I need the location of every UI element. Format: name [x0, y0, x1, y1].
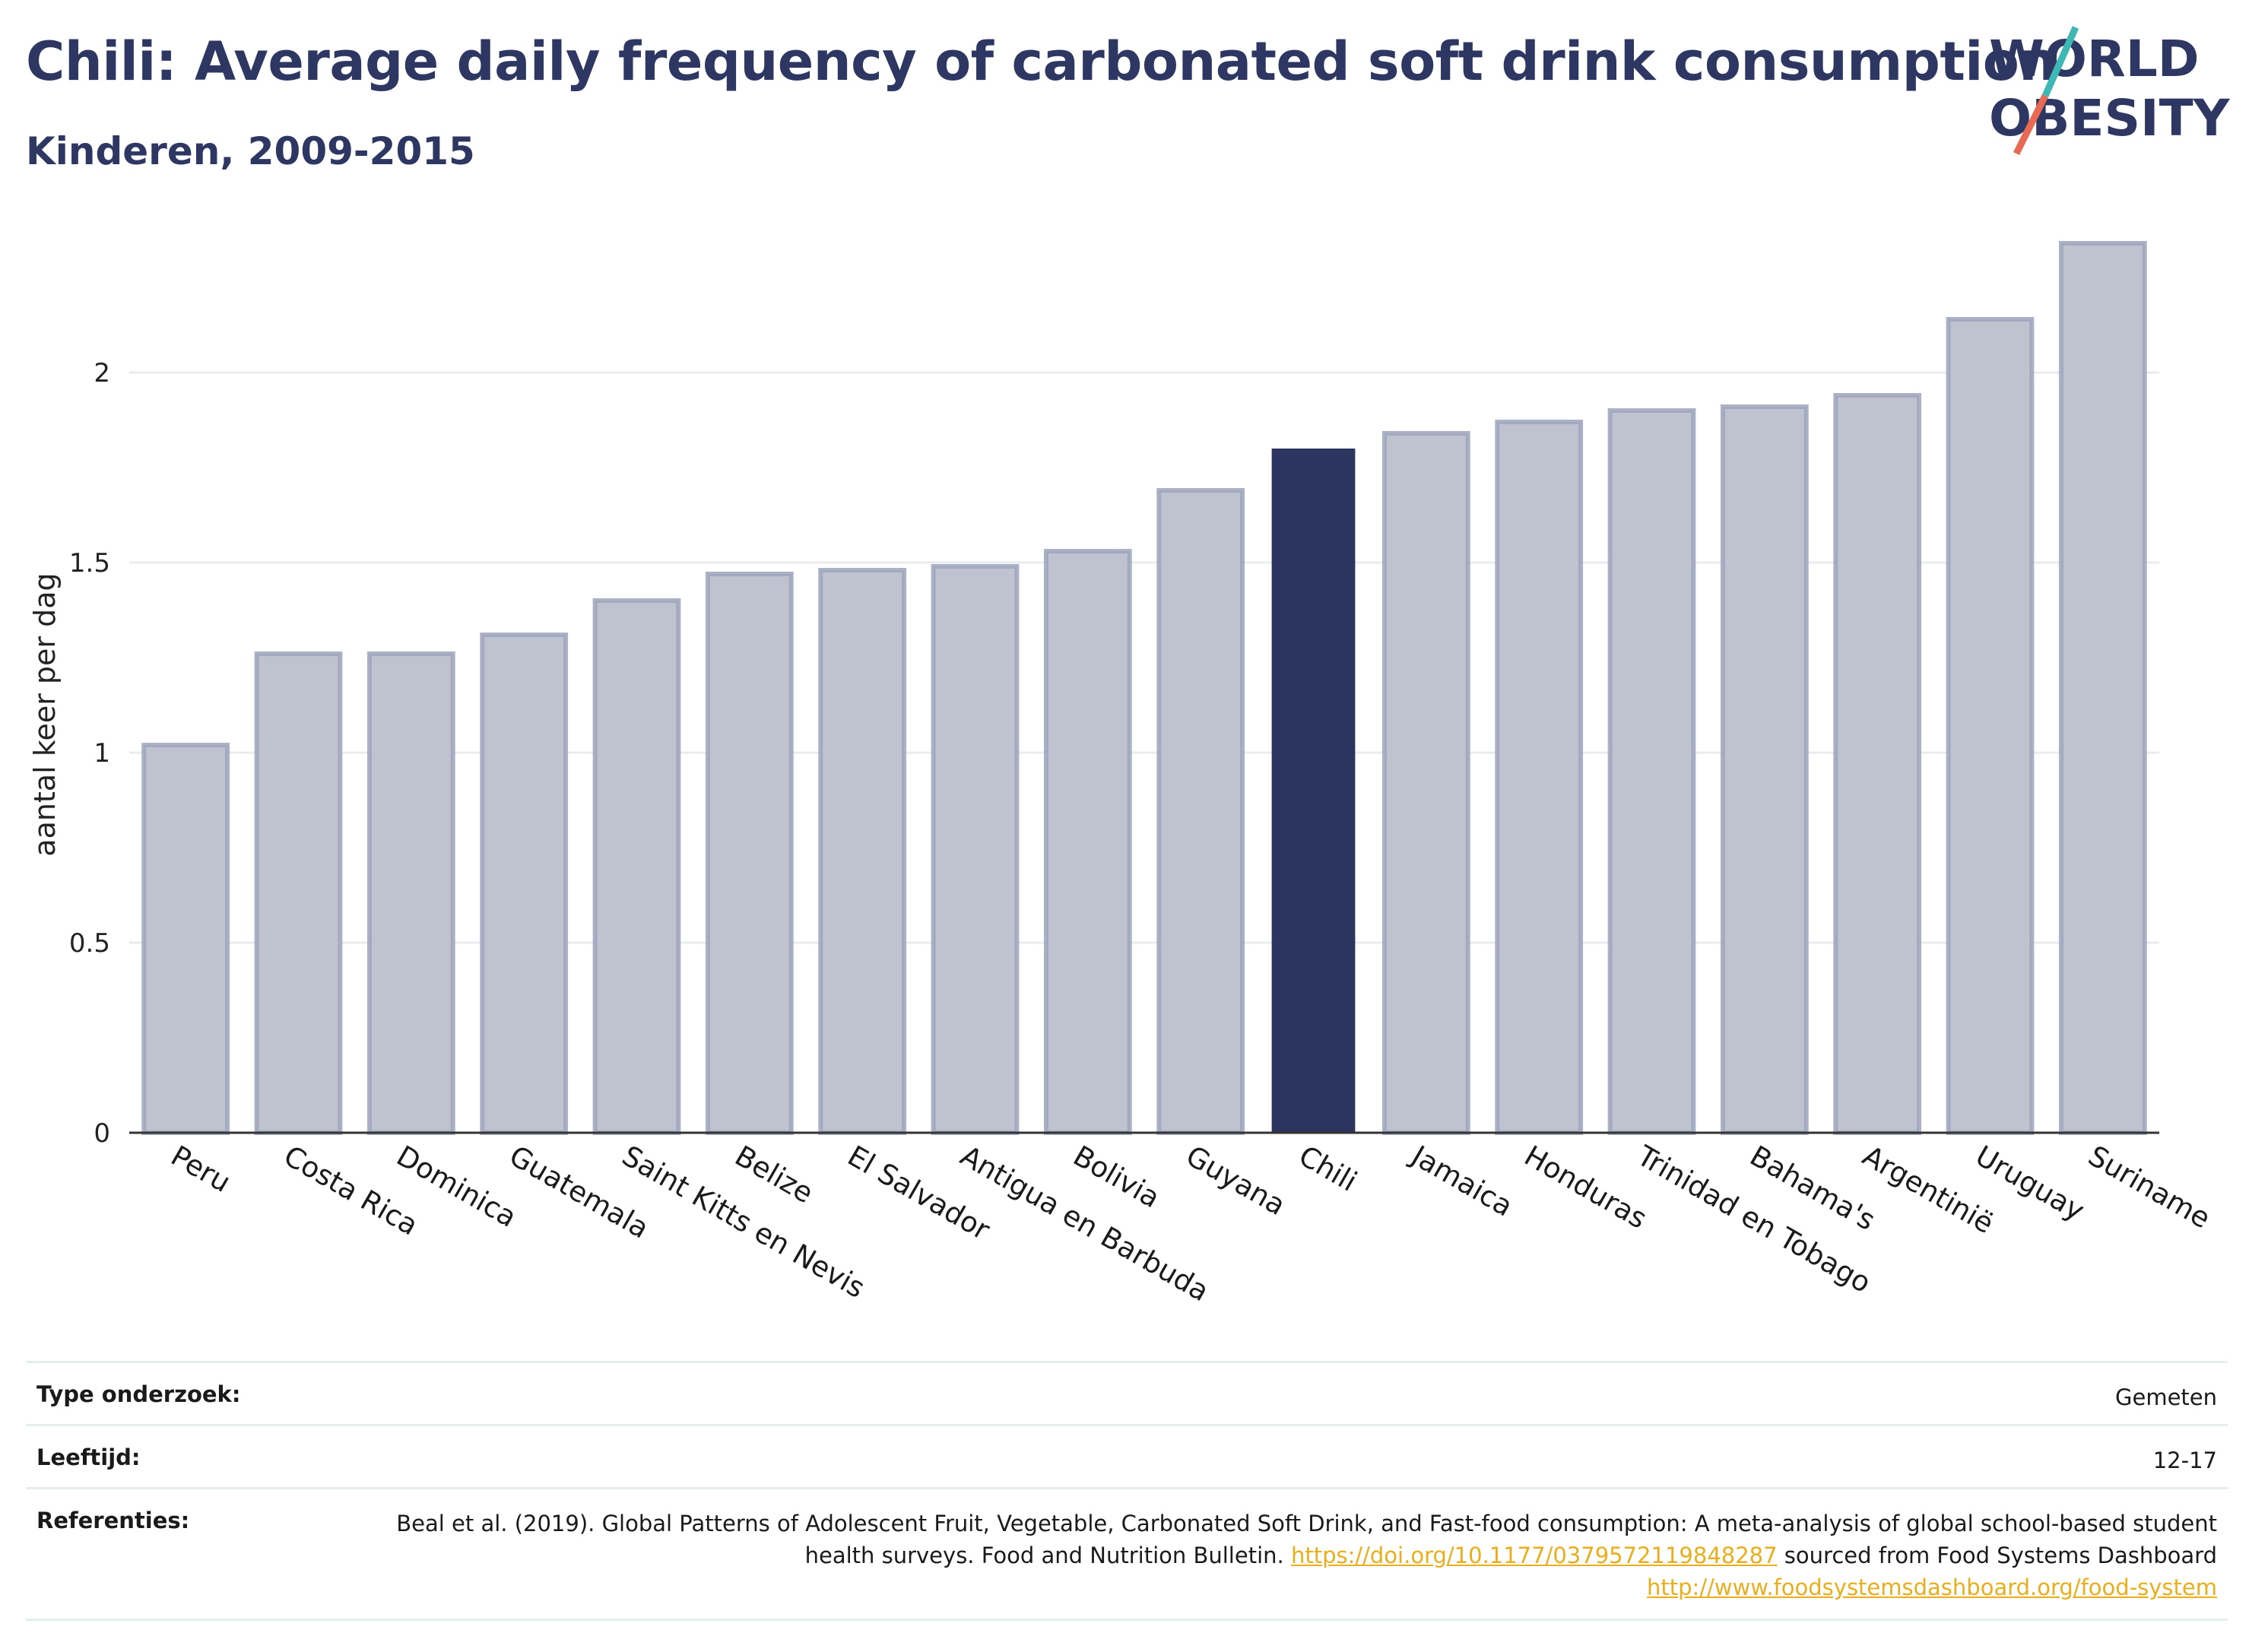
x-tick-label: Chili — [1293, 1140, 1362, 1198]
x-tick-label: Honduras — [1519, 1140, 1653, 1235]
world-obesity-logo: WORLD OBESITY — [1989, 26, 2231, 156]
bar — [1607, 408, 1696, 1135]
x-tick-label: Jamaica — [1405, 1139, 1518, 1223]
meta-type-value: Gemeten — [2115, 1384, 2217, 1410]
y-tick-label: 2 — [94, 358, 110, 388]
y-axis-title: aantal keer per dag — [28, 572, 62, 856]
bar — [254, 652, 343, 1135]
logo-text-obesity: OBESITY — [1989, 89, 2231, 147]
bar — [931, 564, 1020, 1135]
bar — [1720, 404, 1809, 1135]
meta-ref-label: Referenties: — [36, 1508, 190, 1533]
bar — [818, 568, 907, 1135]
bar — [1946, 317, 2035, 1135]
bar — [705, 572, 794, 1135]
meta-row-age: Leeftijd: 12-17 — [26, 1424, 2228, 1487]
x-tick-label: Suriname — [2082, 1140, 2216, 1235]
bar — [592, 598, 681, 1135]
bar-highlight — [1271, 449, 1356, 1133]
ref-text-1: Beal et al. (2019). Global Patterns of A… — [396, 1511, 2217, 1568]
meta-row-references: Referenties: Beal et al. (2019). Global … — [26, 1487, 2228, 1621]
y-tick-label: 1.5 — [69, 548, 110, 579]
x-tick-label: Belize — [729, 1140, 819, 1210]
bar — [141, 743, 230, 1135]
x-tick-label: Peru — [166, 1140, 236, 1199]
logo-text-world: WORLD — [1989, 30, 2200, 88]
meta-type-label: Type onderzoek: — [36, 1381, 241, 1407]
y-tick-label: 1 — [94, 738, 110, 769]
chart-subtitle: Kinderen, 2009-2015 — [26, 129, 475, 173]
y-tick-label: 0.5 — [69, 928, 110, 959]
bar — [366, 652, 455, 1135]
bar — [480, 633, 569, 1135]
x-tick-label: Guyana — [1181, 1140, 1291, 1222]
bar — [1043, 549, 1132, 1135]
logo-slash-red — [2013, 94, 2049, 156]
logo-slash-teal — [2041, 26, 2079, 97]
chart-title: Chili: Average daily frequency of carbon… — [26, 30, 2057, 93]
meta-row-type: Type onderzoek: Gemeten — [26, 1361, 2228, 1424]
bar — [2058, 241, 2147, 1135]
bar — [1833, 393, 1922, 1135]
ref-text-2: sourced from Food Systems Dashboard — [1777, 1543, 2217, 1568]
meta-age-label: Leeftijd: — [36, 1444, 141, 1470]
meta-age-value: 12-17 — [2152, 1447, 2217, 1473]
y-tick-label: 0 — [94, 1118, 110, 1149]
doi-link[interactable]: https://doi.org/10.1177/0379572119848287 — [1290, 1543, 1778, 1568]
bar — [1381, 431, 1470, 1135]
food-systems-dashboard-link[interactable]: http://www.foodsystemsdashboard.org/food… — [1647, 1574, 2217, 1600]
metadata-table: Type onderzoek: Gemeten Leeftijd: 12-17 … — [26, 1361, 2228, 1621]
bar — [1156, 488, 1245, 1135]
bar — [1495, 420, 1584, 1135]
meta-ref-value: Beal et al. (2019). Global Patterns of A… — [26, 1489, 2228, 1603]
